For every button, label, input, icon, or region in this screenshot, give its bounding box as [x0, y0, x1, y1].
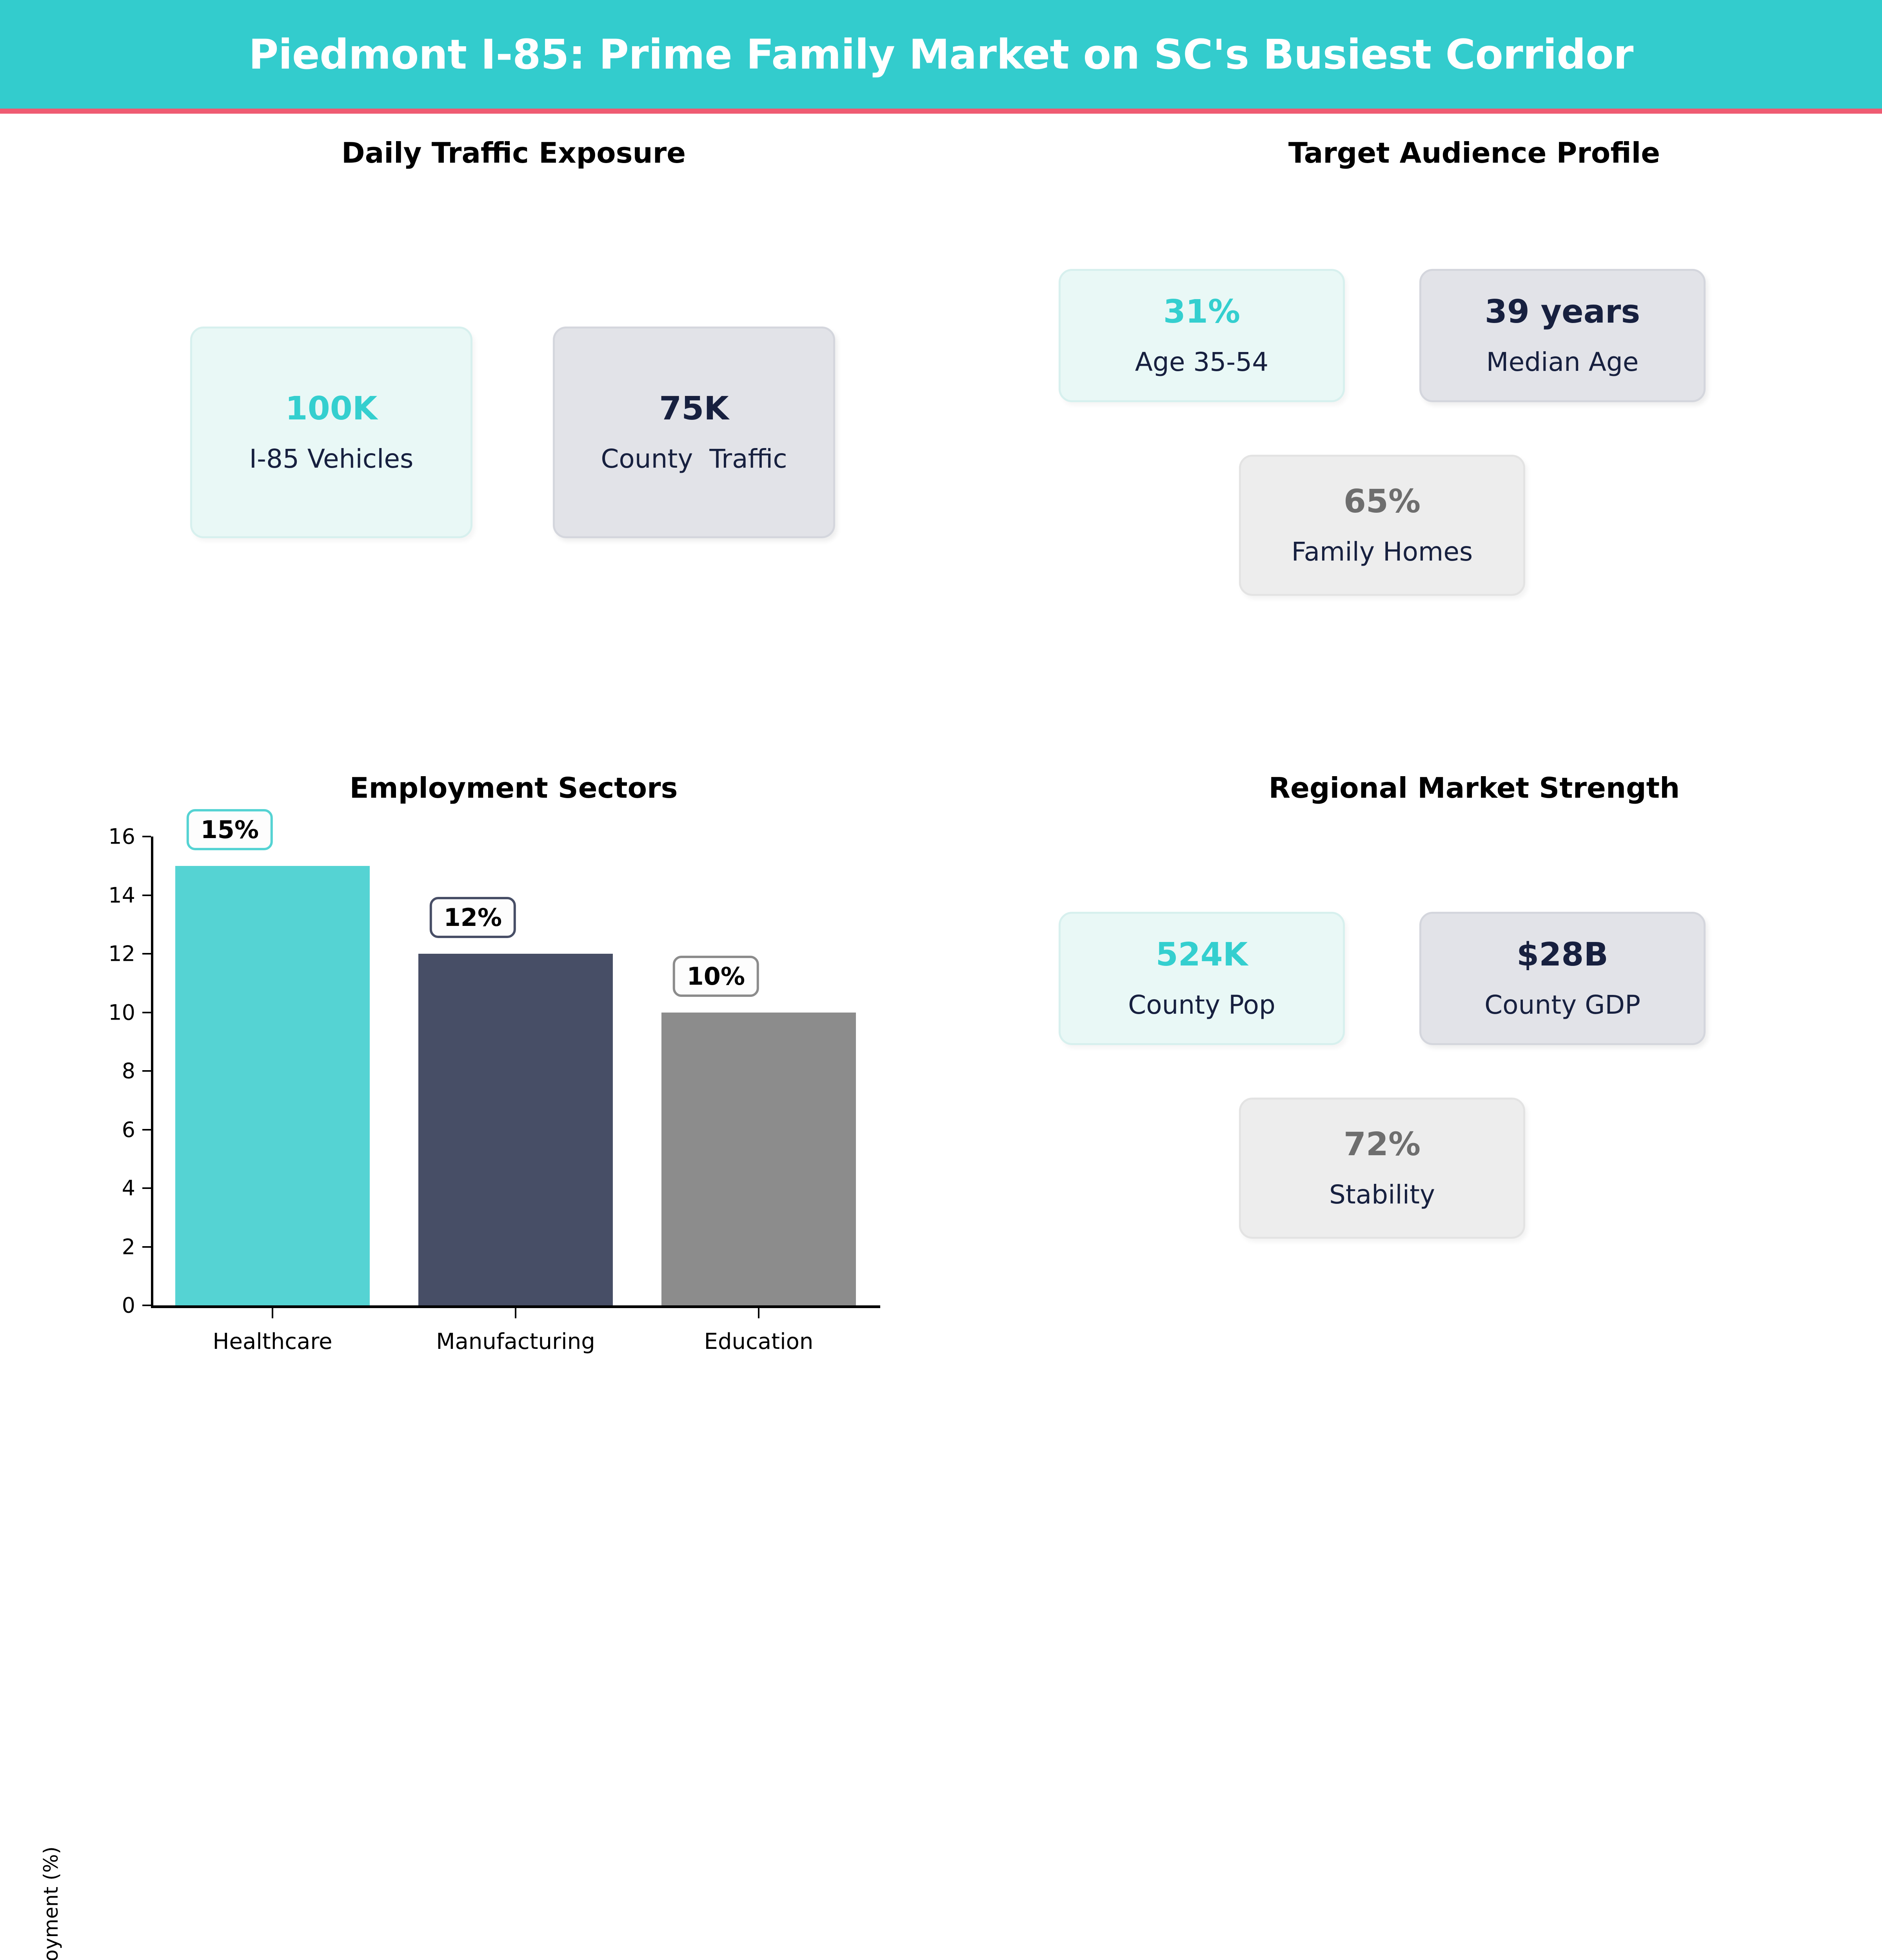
kpi-card-county-pop[interactable]: 524K County Pop	[1059, 912, 1345, 1045]
y-tick-mark	[142, 894, 151, 896]
employment-sectors-bar-chart: Employment (%) 0 2 4 6 8 10 12 14 16 15% Healthcar…	[0, 768, 941, 1960]
y-tick-label: 2	[122, 1234, 135, 1259]
header-accent-bar	[0, 109, 1882, 114]
x-axis-line	[151, 1305, 880, 1308]
y-tick-mark	[142, 1129, 151, 1131]
bar-manufacturing[interactable]	[418, 954, 613, 1305]
kpi-label: Median Age	[1486, 347, 1639, 377]
x-tick-mark	[272, 1308, 273, 1318]
panel-title-regional-market-strength: Regional Market Strength	[1268, 771, 1680, 804]
kpi-value: 75K	[659, 390, 729, 427]
kpi-label: Age 35-54	[1135, 347, 1269, 377]
kpi-card-i85-vehicles[interactable]: 100K I-85 Vehicles	[190, 327, 472, 538]
kpi-value: 524K	[1155, 936, 1248, 973]
kpi-label: County Traffic	[601, 444, 787, 474]
kpi-value: $28B	[1517, 936, 1608, 973]
y-tick-label: 8	[122, 1058, 135, 1083]
bar-healthcare[interactable]	[175, 866, 370, 1305]
kpi-value: 100K	[285, 390, 378, 427]
y-tick-mark	[142, 1011, 151, 1013]
y-axis-label: Employment (%)	[40, 1846, 62, 1960]
y-tick-label: 4	[122, 1176, 135, 1201]
header-band	[0, 0, 1882, 109]
y-tick-label: 16	[108, 824, 135, 849]
kpi-value: 72%	[1343, 1126, 1421, 1163]
y-tick-label: 0	[122, 1293, 135, 1318]
kpi-card-median-age[interactable]: 39 years Median Age	[1419, 269, 1706, 402]
y-tick-mark	[142, 1070, 151, 1072]
y-tick-mark	[142, 1246, 151, 1248]
kpi-label: County Pop	[1128, 990, 1275, 1020]
kpi-card-county-traffic[interactable]: 75K County Traffic	[553, 327, 835, 538]
y-tick-mark	[142, 1187, 151, 1189]
y-tick-mark	[142, 836, 151, 837]
panel-title-target-audience-profile: Target Audience Profile	[1288, 136, 1660, 169]
kpi-card-age-35-54[interactable]: 31% Age 35-54	[1059, 269, 1345, 402]
x-tick-label-education: Education	[704, 1329, 814, 1354]
x-tick-label-healthcare: Healthcare	[213, 1329, 332, 1354]
kpi-label: I-85 Vehicles	[249, 444, 414, 474]
bar-data-label-healthcare: 15%	[186, 809, 273, 850]
bar-education[interactable]	[661, 1012, 856, 1305]
kpi-card-family-homes[interactable]: 65% Family Homes	[1239, 455, 1525, 596]
kpi-value: 31%	[1163, 293, 1241, 330]
kpi-label: Family Homes	[1291, 537, 1473, 567]
bar-data-label-manufacturing: 12%	[429, 897, 516, 938]
kpi-label: Stability	[1329, 1180, 1435, 1210]
y-tick-mark	[142, 953, 151, 955]
y-tick-label: 12	[108, 941, 135, 966]
x-tick-mark	[515, 1308, 516, 1318]
x-tick-label-manufacturing: Manufacturing	[436, 1329, 595, 1354]
x-tick-mark	[758, 1308, 759, 1318]
y-tick-label: 14	[108, 883, 135, 907]
y-tick-label: 6	[122, 1117, 135, 1142]
kpi-label: County GDP	[1484, 990, 1640, 1020]
kpi-card-county-gdp[interactable]: $28B County GDP	[1419, 912, 1706, 1045]
y-tick-mark	[142, 1305, 151, 1306]
panel-title-daily-traffic-exposure: Daily Traffic Exposure	[341, 136, 686, 169]
kpi-value: 39 years	[1484, 293, 1640, 330]
page-title: Piedmont I-85: Prime Family Market on SC…	[249, 30, 1633, 78]
kpi-card-stability[interactable]: 72% Stability	[1239, 1098, 1525, 1239]
kpi-value: 65%	[1343, 483, 1421, 520]
y-axis-line	[151, 837, 153, 1305]
bar-data-label-education: 10%	[672, 955, 759, 997]
panel-title-employment-sectors: Employment Sectors	[349, 771, 678, 804]
y-tick-label: 10	[108, 1000, 135, 1025]
